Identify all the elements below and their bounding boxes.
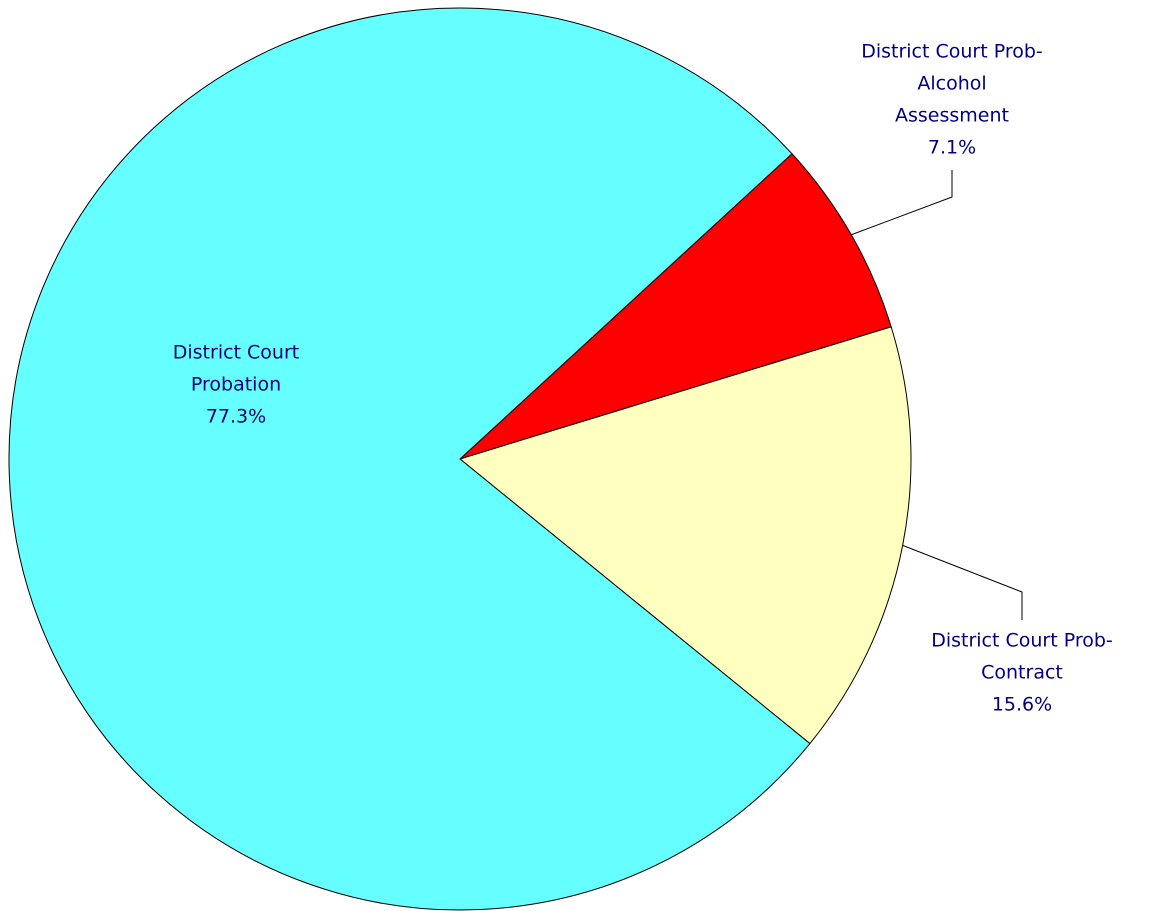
slice-value-label: 15.6% — [992, 694, 1052, 716]
slice-label: Probation — [191, 374, 281, 396]
leader-line — [902, 544, 1023, 620]
leader-line — [851, 170, 953, 236]
slice-label: District Court Prob- — [931, 630, 1113, 652]
pie-slice — [458, 326, 912, 745]
slice-label: Contract — [981, 662, 1063, 684]
slice-label: Alcohol — [917, 73, 986, 95]
slice-value-label: 7.1% — [928, 137, 976, 159]
slice-label: District Court Prob- — [861, 41, 1043, 63]
slice-label: District Court — [173, 342, 299, 364]
pie-slice — [8, 7, 811, 911]
slice-label: Assessment — [895, 105, 1009, 127]
slice-value-label: 77.3% — [206, 406, 266, 428]
pie-slice — [459, 153, 892, 460]
